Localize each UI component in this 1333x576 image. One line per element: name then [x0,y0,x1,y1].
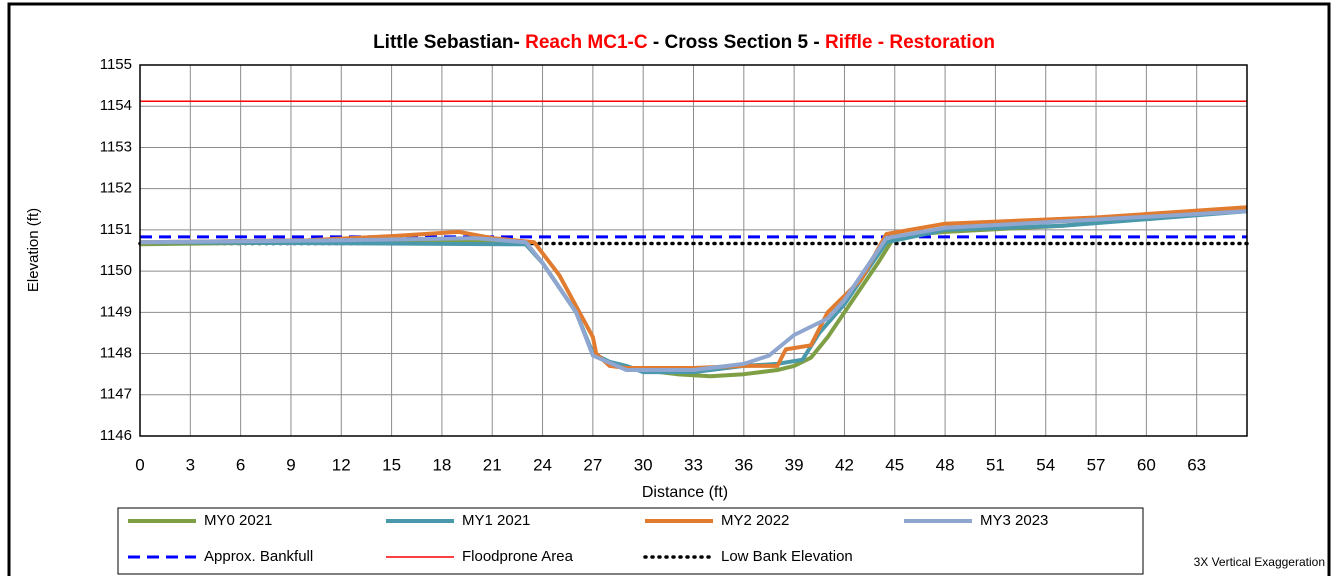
annotation: 3X Vertical Exaggeration [1194,555,1325,569]
x-tick-label: 51 [986,455,1005,474]
x-tick-label: 0 [135,455,144,474]
y-tick-label: 1155 [100,56,132,73]
y-tick-label: 1149 [100,303,132,320]
x-tick-label: 45 [885,455,904,474]
frame [7,2,1331,576]
plot-border [139,64,1248,437]
legend-label: MY3 2023 [980,512,1048,529]
title-part: Little Sebastian- [373,32,525,53]
legend-label: MY0 2021 [204,512,272,529]
series-line [139,209,1248,372]
x-tick-label: 12 [332,455,351,474]
x-tick-label: 3 [186,455,195,474]
legend-label: MY2 2022 [721,512,789,529]
x-tick-label: 57 [1087,455,1106,474]
title-part: Reach MC1-C [525,32,648,53]
y-tick-label: 1148 [100,345,132,362]
y-tick-label: 1146 [100,427,132,444]
title-part: - Cross Section 5 - [648,32,825,53]
x-tick-label: 42 [835,455,854,474]
x-tick-label: 63 [1187,455,1206,474]
x-tick-label: 21 [483,455,502,474]
legend-label: Floodprone Area [462,548,574,565]
x-tick-label: 27 [583,455,602,474]
x-tick-label: 33 [684,455,703,474]
title-part: Riffle - Restoration [825,32,995,53]
chart-title: Little Sebastian- Reach MC1-C - Cross Se… [373,32,995,53]
x-tick-label: 36 [734,455,753,474]
x-tick-label: 39 [785,455,804,474]
x-tick-label: 24 [533,455,552,474]
legend-label: MY1 2021 [462,512,530,529]
legend-label: Low Bank Elevation [721,548,853,565]
y-tick-label: 1152 [100,180,132,197]
y-tick-label: 1153 [100,138,132,155]
y-tick-label: 1147 [100,386,132,403]
legend [117,507,1144,575]
x-tick-label: 60 [1137,455,1156,474]
x-tick-label: 6 [236,455,245,474]
y-tick-label: 1151 [100,221,132,238]
x-tick-label: 9 [286,455,295,474]
y-tick-label: 1150 [100,262,132,279]
y-tick-label: 1154 [100,97,132,114]
x-tick-label: 18 [432,455,451,474]
x-axis-label: Distance (ft) [642,484,728,501]
x-tick-label: 48 [936,455,955,474]
x-tick-label: 15 [382,455,401,474]
legend-label: Approx. Bankfull [204,548,313,565]
x-tick-label: 30 [634,455,653,474]
x-tick-label: 54 [1036,455,1055,474]
y-axis-label: Elevation (ft) [25,208,42,292]
